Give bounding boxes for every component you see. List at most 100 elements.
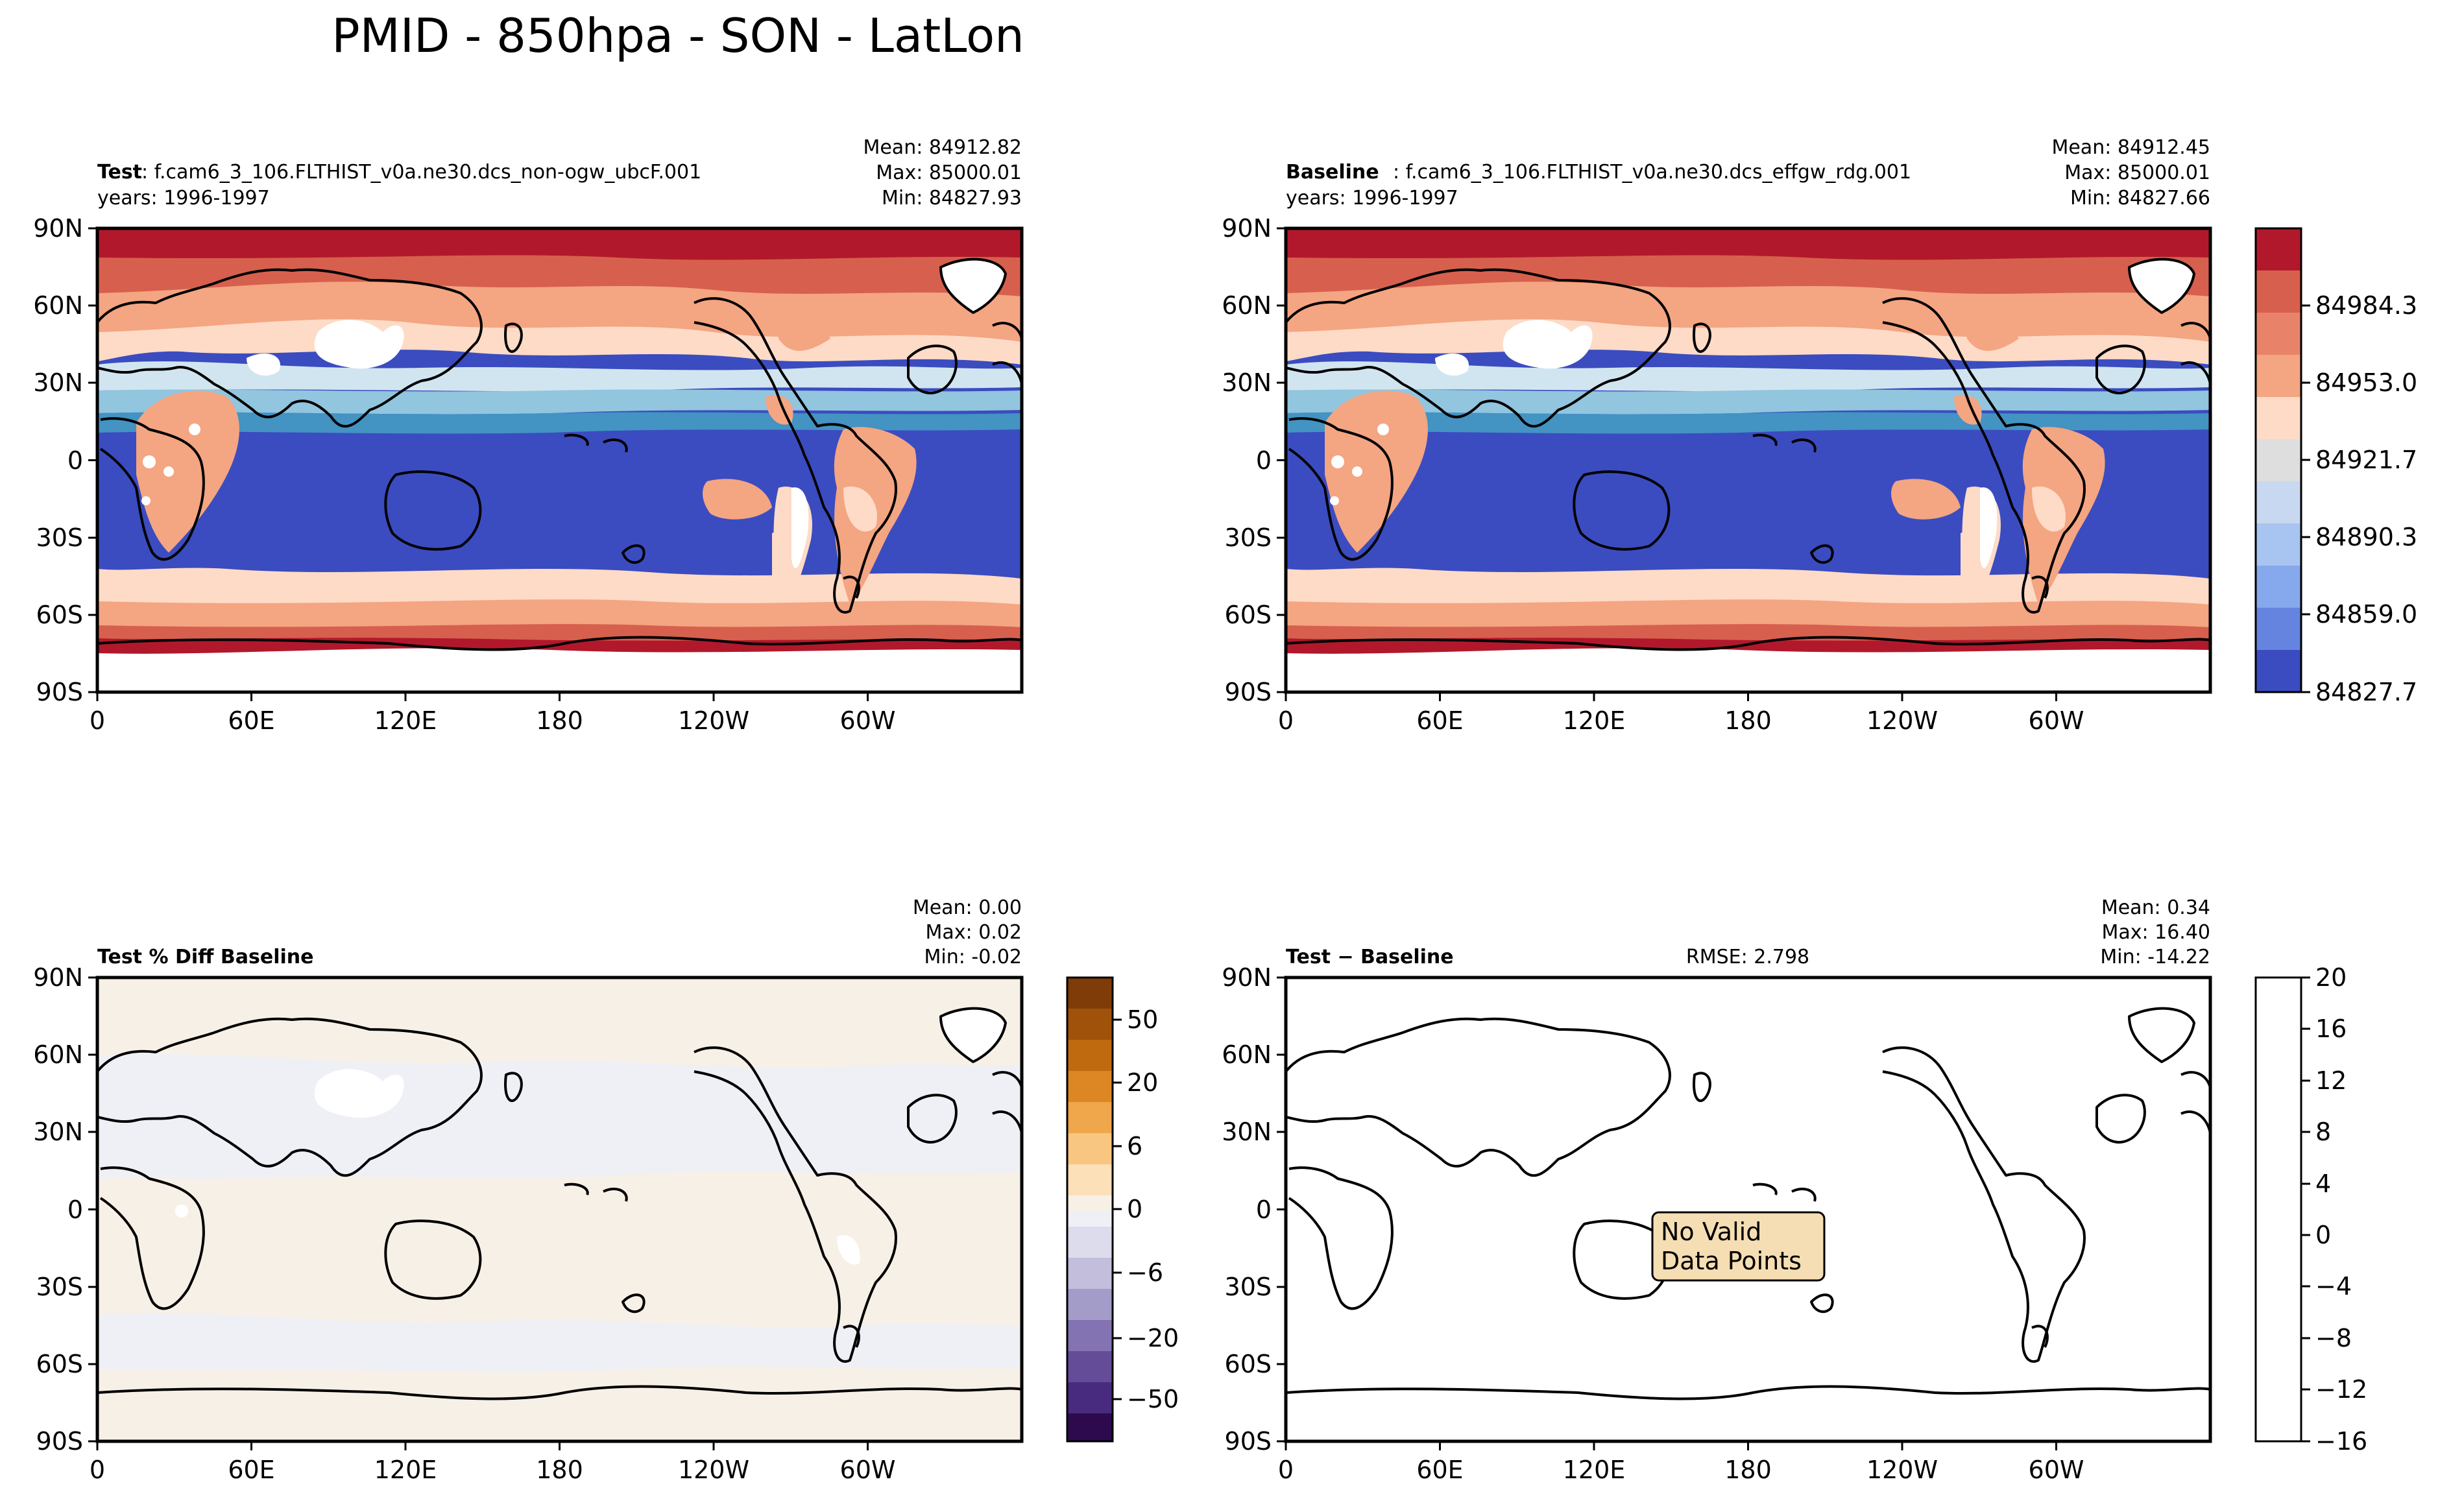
cbar-seg	[1067, 1195, 1113, 1211]
y-tick: 30S	[1225, 1273, 1272, 1301]
x-tick: 60E	[1416, 1456, 1463, 1484]
cbar-seg	[1067, 1351, 1113, 1382]
panel-diff-y-ticks: 90N 60N 30N 0 30S 60S 90S	[1222, 963, 1272, 1456]
cbar-tick: 0	[2315, 1221, 2331, 1249]
panel-pctdiff-y-ticks: 90N 60N 30N 0 30S 60S 90S	[33, 963, 83, 1456]
no-data-line-1: No Valid	[1661, 1218, 1761, 1246]
cbar-seg	[1067, 1102, 1113, 1133]
y-tick: 0	[67, 446, 83, 475]
cbar-tick: 84827.7	[2315, 678, 2417, 706]
panel-pctdiff-stat-max: Max: 0.02	[926, 921, 1022, 944]
cbar-seg	[2256, 650, 2301, 692]
y-tick: 30S	[1225, 523, 1272, 552]
cbar-tick: 84921.7	[2315, 446, 2417, 474]
cbar-tick: −50	[1127, 1385, 1179, 1413]
panel-diff-map	[1286, 978, 2210, 1441]
y-tick: 90N	[1222, 963, 1272, 992]
panel-pctdiff-map	[97, 978, 1022, 1441]
y-tick: 90S	[36, 678, 83, 706]
x-tick: 60W	[840, 706, 896, 735]
panel-diff-rmse: RMSE: 2.798	[1686, 946, 1809, 968]
x-tick: 180	[1724, 706, 1772, 735]
panel-pctdiff-stat-mean: Mean: 0.00	[913, 896, 1022, 919]
cbar-tick: −16	[2315, 1427, 2367, 1456]
cbar-seg	[1067, 1320, 1113, 1351]
panel-diff-label-bold: Test − Baseline	[1286, 946, 1454, 968]
y-tick: 60N	[33, 1040, 83, 1069]
no-data-line-2: Data Points	[1661, 1247, 1802, 1275]
panel-test-label-bold: Test	[97, 161, 142, 184]
cbar-tick: −12	[2315, 1375, 2367, 1404]
x-tick: 0	[90, 1456, 105, 1484]
cbar-seg	[2256, 270, 2301, 313]
x-tick: 60W	[840, 1456, 896, 1484]
x-tick: 120W	[1866, 1456, 1938, 1484]
cbar-seg	[1067, 1164, 1113, 1195]
cbar-seg	[1067, 1071, 1113, 1102]
panel-test-stat-max: Max: 85000.01	[876, 162, 1022, 184]
cbar-tick: 16	[2315, 1014, 2347, 1043]
y-tick: 90N	[1222, 214, 1272, 243]
x-tick: 120W	[678, 706, 749, 735]
y-tick: 90S	[36, 1427, 83, 1456]
cbar-seg	[1067, 1133, 1113, 1164]
x-tick: 60E	[1416, 706, 1463, 735]
y-tick: 60S	[1225, 601, 1272, 629]
panel-test-label-text: : f.cam6_3_106.FLTHIST_v0a.ne30.dcs_non-…	[141, 161, 701, 184]
panel-test-x-ticks: 0 60E 120E 180 120W 60W	[90, 706, 896, 735]
y-tick: 30N	[1222, 1118, 1272, 1146]
panel-diff-stat-min: Min: -14.22	[2100, 946, 2210, 968]
cbar-tick: 0	[1127, 1195, 1142, 1223]
panel-pctdiff: Test % Diff Baseline Mean: 0.00 Max: 0.0…	[33, 896, 1024, 1484]
cbar-tick: −20	[1127, 1324, 1179, 1352]
figure-title: PMID - 850hpa - SON - LatLon	[332, 8, 1024, 63]
cbar-tick: 84953.0	[2315, 368, 2417, 397]
panel-pctdiff-stat-min: Min: -0.02	[924, 946, 1022, 968]
panel-baseline-stat-mean: Mean: 84912.45	[2051, 136, 2210, 159]
x-tick: 0	[1278, 1456, 1294, 1484]
panel-pctdiff-label-bold: Test % Diff Baseline	[97, 946, 314, 968]
panel-baseline-x-ticks: 0 60E 120E 180 120W 60W	[1278, 706, 2084, 735]
cbar-tick: −6	[1127, 1258, 1163, 1287]
panel-baseline-stat-max: Max: 85000.01	[2064, 162, 2210, 184]
cbar-tick: 84859.0	[2315, 600, 2417, 629]
y-tick: 30S	[36, 1273, 83, 1301]
cbar-tick: 84890.3	[2315, 523, 2417, 551]
cbar-seg	[2256, 439, 2301, 481]
y-tick: 0	[1256, 1195, 1272, 1224]
x-tick: 120W	[1866, 706, 1938, 735]
x-tick: 180	[1724, 1456, 1772, 1484]
y-tick: 60N	[1222, 1040, 1272, 1069]
panel-baseline-label-text: : f.cam6_3_106.FLTHIST_v0a.ne30.dcs_effg…	[1393, 161, 1911, 184]
y-tick: 0	[1256, 446, 1272, 475]
x-tick: 120E	[1563, 1456, 1626, 1484]
panel-baseline-label-bold: Baseline	[1286, 161, 1379, 184]
cbar-seg	[2256, 355, 2301, 397]
panel-test-stat-mean: Mean: 84912.82	[863, 136, 1022, 159]
colorbar-diff-frame	[2254, 976, 2302, 1443]
cbar-tick: 84984.3	[2315, 291, 2417, 320]
cbar-seg	[1067, 1040, 1113, 1071]
x-tick: 0	[1278, 706, 1294, 735]
y-tick: 90N	[33, 963, 83, 992]
cbar-tick: −4	[2315, 1272, 2352, 1301]
y-tick: 90S	[1225, 1427, 1272, 1456]
panel-baseline-years: years: 1996-1997	[1286, 187, 1458, 210]
y-tick: 30S	[36, 523, 83, 552]
x-tick: 180	[536, 706, 583, 735]
colorbar-pctdiff: −50 −20 −6 0 6 20 50	[1066, 976, 1179, 1443]
cbar-seg	[1067, 1289, 1113, 1320]
cbar-tick: 6	[1127, 1132, 1142, 1160]
panel-baseline-stat-min: Min: 84827.66	[2070, 187, 2210, 210]
cbar-seg	[1067, 1009, 1113, 1040]
cbar-seg	[1067, 1413, 1113, 1441]
cbar-tick: 20	[1127, 1068, 1158, 1097]
colorbar-top: 84827.7 84859.0 84890.3 84921.7 84953.0 …	[2254, 227, 2417, 706]
no-data-box: No Valid Data Points	[1651, 1211, 1826, 1282]
cbar-seg	[2256, 523, 2301, 566]
cbar-seg	[1067, 1258, 1113, 1289]
panel-test-map	[97, 228, 1022, 692]
cbar-seg	[2256, 608, 2301, 650]
panel-baseline-map	[1286, 228, 2210, 692]
x-tick: 120E	[374, 706, 437, 735]
